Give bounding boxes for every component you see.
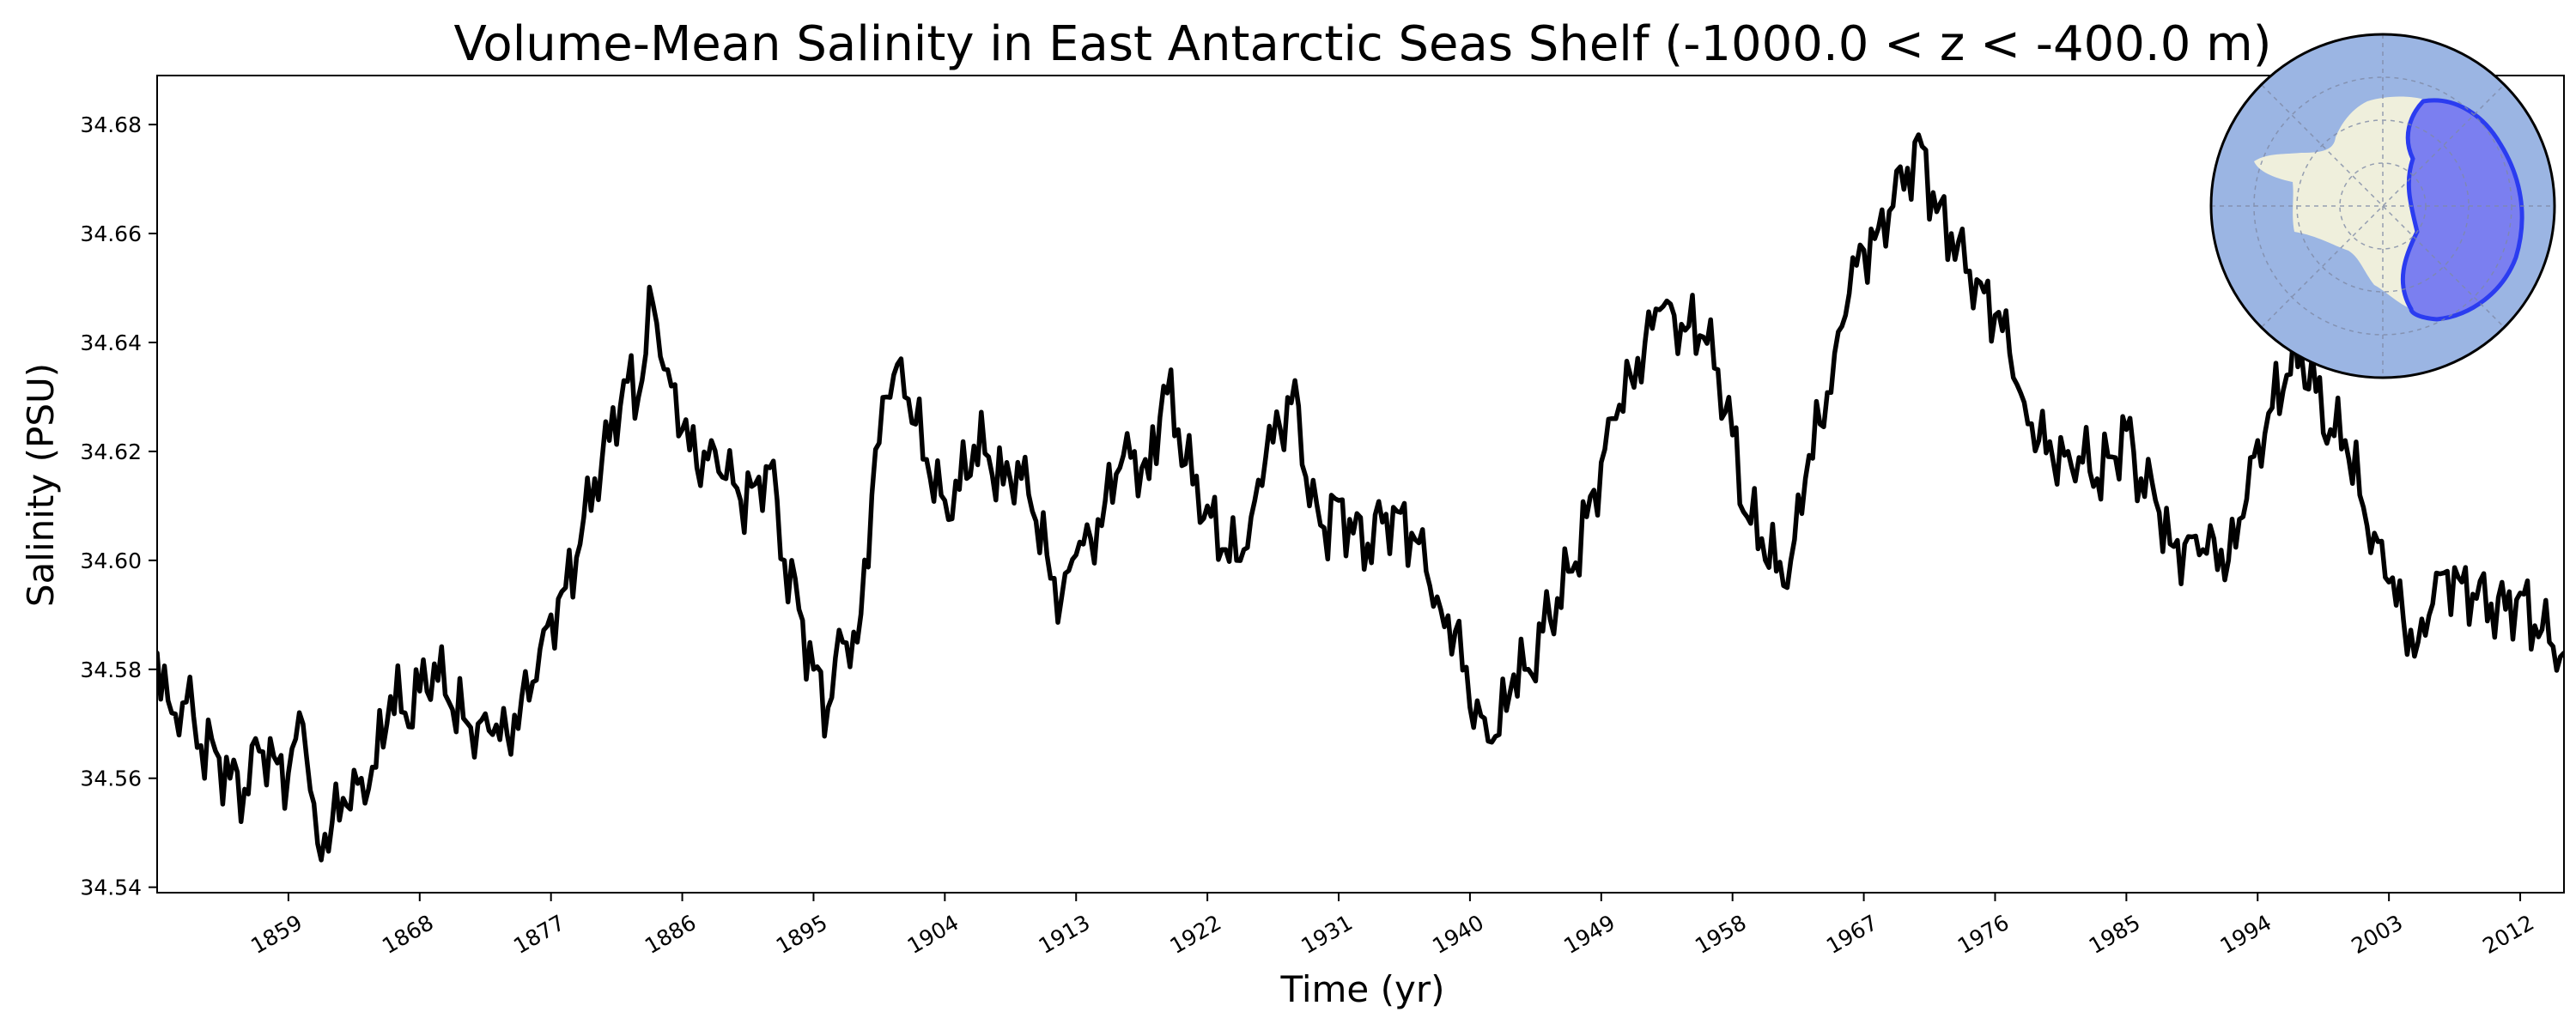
- x-tick-label: 1877: [509, 910, 569, 959]
- map-border: [2209, 33, 2556, 379]
- y-tick-label: 34.62: [80, 439, 142, 464]
- region-inset-map: [2209, 33, 2556, 379]
- x-tick-label: 1868: [378, 910, 438, 959]
- plot-frame: [156, 75, 2565, 894]
- x-tick-label: 1859: [246, 910, 307, 959]
- y-tick-label: 34.68: [80, 112, 142, 137]
- x-tick-label: 1904: [903, 910, 963, 959]
- y-tick-label: 34.56: [80, 766, 142, 791]
- map-region-highlight: [2400, 98, 2524, 322]
- y-tick-label: 34.60: [80, 548, 142, 573]
- x-tick-label: 1967: [1822, 910, 1882, 959]
- y-tick-label: 34.54: [80, 876, 142, 900]
- x-tick-label: 1985: [2085, 910, 2145, 959]
- chart-title: Volume-Mean Salinity in East Antarctic S…: [453, 16, 2271, 72]
- x-tick-label: 1922: [1166, 910, 1226, 959]
- y-axis-label: Salinity (PSU): [20, 363, 62, 607]
- x-tick-label: 1895: [772, 910, 832, 959]
- x-tick-label: 1931: [1297, 910, 1357, 959]
- x-tick-label: 1913: [1035, 910, 1095, 959]
- x-tick-label: 2012: [2478, 910, 2538, 959]
- series-line: [157, 132, 2564, 863]
- x-tick-label: 1958: [1691, 910, 1751, 959]
- x-tick-label: 1994: [2216, 910, 2276, 959]
- y-tick-label: 34.58: [80, 657, 142, 682]
- y-tick-label: 34.64: [80, 330, 142, 355]
- x-tick-label: 2003: [2348, 910, 2408, 959]
- y-axis: 34.54 34.56 34.58 34.60 34.62 34.64 34.66 34.68: [80, 112, 157, 900]
- x-tick-label: 1976: [1953, 910, 2014, 959]
- x-tick-label: 1886: [641, 910, 701, 959]
- x-tick-label: 1949: [1559, 910, 1619, 959]
- x-axis: 1859 1868 1877 1886 1895 1904 1913 1922 1931 1940…: [246, 893, 2538, 959]
- plot-area: [156, 75, 2565, 894]
- x-tick-label: 1940: [1428, 910, 1488, 959]
- y-tick-label: 34.66: [80, 221, 142, 246]
- x-axis-label: Time (yr): [1279, 968, 1444, 1010]
